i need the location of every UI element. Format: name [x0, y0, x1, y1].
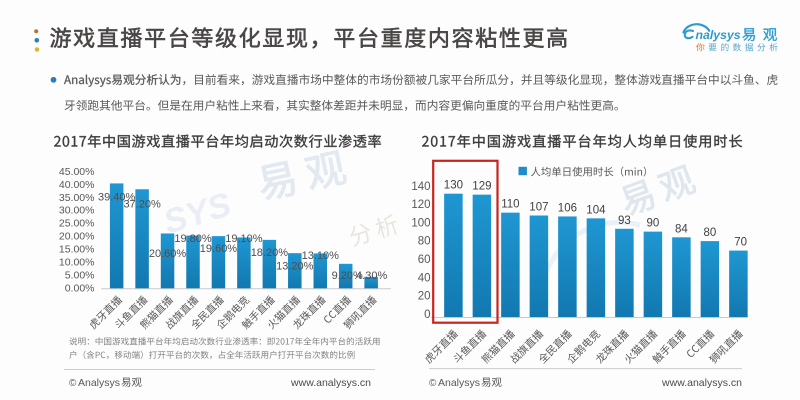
svg-text:5.00%: 5.00% [65, 269, 95, 281]
svg-text:110: 110 [501, 199, 519, 211]
svg-text:9.20%: 9.20% [332, 270, 363, 282]
svg-text:19.80%: 19.80% [174, 233, 212, 245]
svg-text:40.00%: 40.00% [59, 179, 95, 191]
svg-text:37.20%: 37.20% [123, 198, 161, 210]
svg-text:nalysys: nalysys [696, 28, 741, 42]
svg-text:www.analysys.cn: www.analysys.cn [661, 377, 742, 389]
svg-text:30.00%: 30.00% [59, 205, 95, 217]
svg-text:35.00%: 35.00% [59, 192, 95, 204]
svg-text:120: 120 [411, 199, 430, 211]
svg-text:19.10%: 19.10% [225, 233, 263, 245]
svg-text:80: 80 [418, 236, 431, 248]
svg-text:104: 104 [586, 204, 606, 216]
svg-text:10.00%: 10.00% [59, 257, 95, 269]
svg-text:19.60%: 19.60% [200, 243, 238, 255]
svg-text:40: 40 [418, 272, 431, 284]
svg-text:Analysys: Analysys [438, 377, 480, 389]
svg-text:20.00%: 20.00% [59, 231, 95, 243]
svg-text:20.60%: 20.60% [149, 248, 187, 260]
svg-text:0.00%: 0.00% [65, 282, 95, 294]
svg-text:0: 0 [424, 309, 430, 321]
svg-text:100: 100 [411, 217, 430, 229]
svg-text:60: 60 [418, 254, 431, 266]
svg-text:84: 84 [675, 223, 688, 235]
svg-text:©: © [429, 378, 437, 389]
svg-text:Analysys: Analysys [78, 377, 120, 389]
svg-text:130: 130 [444, 180, 463, 192]
svg-text:39.40%: 39.40% [98, 191, 136, 203]
svg-text:107: 107 [529, 202, 548, 214]
svg-text:www.analysys.cn: www.analysys.cn [290, 377, 371, 389]
svg-text:©: © [69, 378, 77, 389]
svg-text:45.00%: 45.00% [59, 166, 95, 178]
svg-text:25.00%: 25.00% [59, 218, 95, 230]
svg-text:129: 129 [472, 181, 491, 193]
svg-text:4.30%: 4.30% [356, 270, 387, 282]
svg-text:70: 70 [734, 237, 747, 249]
svg-text:13.10%: 13.10% [302, 250, 340, 262]
svg-text:90: 90 [647, 218, 660, 230]
svg-text:20: 20 [418, 291, 431, 303]
svg-text:13.20%: 13.20% [276, 260, 314, 272]
svg-text:18.20%: 18.20% [251, 247, 289, 259]
svg-text:93: 93 [618, 215, 631, 227]
svg-text:80: 80 [704, 227, 717, 239]
svg-text:15.00%: 15.00% [59, 244, 95, 256]
svg-text:106: 106 [558, 202, 577, 214]
svg-text:140: 140 [411, 181, 430, 193]
